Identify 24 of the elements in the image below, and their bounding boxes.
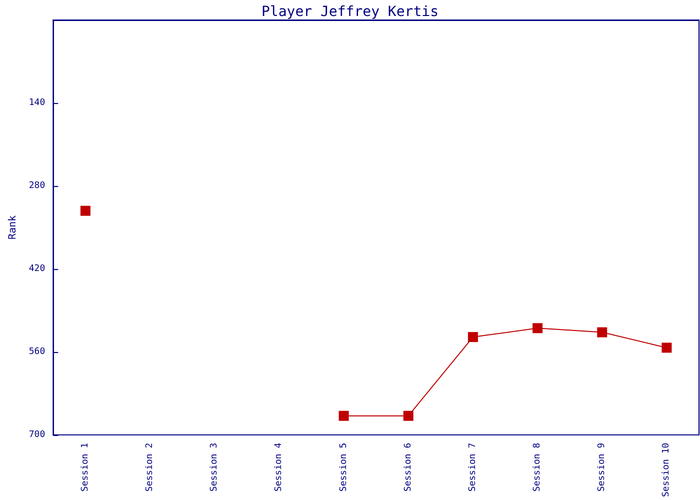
- point: [662, 342, 672, 353]
- point: [597, 327, 608, 338]
- y-tick-label: 140: [28, 98, 46, 108]
- y-tick-label: 700: [28, 430, 46, 440]
- chart-title: Player Jeffrey Kertis: [261, 4, 439, 20]
- point: [403, 410, 414, 421]
- point: [468, 332, 478, 342]
- x-tick-label: Session 4: [274, 442, 284, 492]
- x-tick-label: Session 1: [80, 442, 90, 492]
- x-tick-label: Session 5: [338, 442, 349, 492]
- y-tick-label: 280: [28, 180, 46, 191]
- x-tick-label: Session 6: [403, 442, 414, 492]
- point: [80, 206, 90, 216]
- x-tick-label: Session 2: [145, 442, 156, 492]
- x-tick-label: Session 3: [210, 442, 220, 492]
- x-tick-label: Session 8: [532, 442, 543, 492]
- point: [338, 410, 349, 421]
- x-tick-label: Session 7: [468, 442, 478, 492]
- y-axis-title: Rank: [8, 215, 18, 240]
- y-tick-label: 560: [28, 346, 46, 357]
- point: [532, 323, 543, 334]
- x-tick-label: Session 10: [662, 442, 672, 498]
- y-tick-label: 420: [28, 264, 46, 274]
- x-tick-label: Session 9: [597, 442, 608, 492]
